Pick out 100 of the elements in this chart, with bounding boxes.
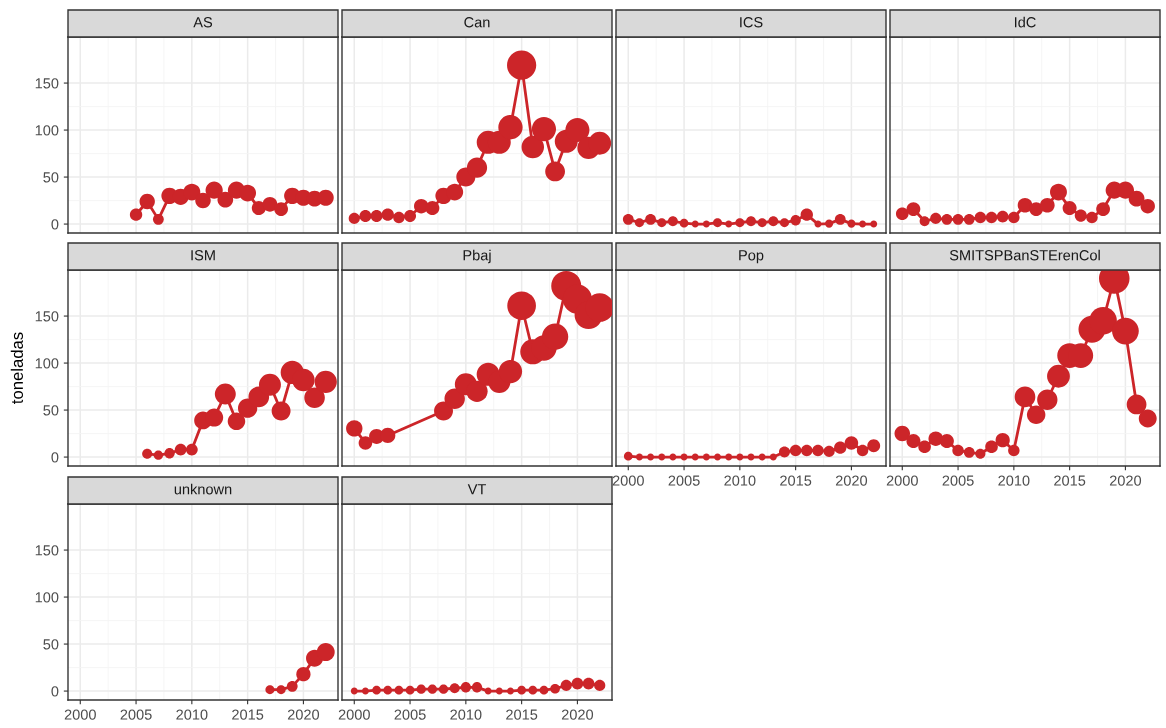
- y-tick-label: 0: [51, 686, 59, 697]
- point: [416, 684, 426, 694]
- point: [460, 682, 472, 693]
- point: [634, 218, 644, 228]
- point: [139, 193, 155, 210]
- chart-title: unknown: [174, 483, 232, 495]
- point: [974, 211, 987, 224]
- x-tick-label: 2015: [506, 709, 538, 720]
- point: [790, 215, 801, 226]
- point: [1096, 202, 1110, 216]
- x-tick-label: 2020: [835, 475, 868, 486]
- point: [725, 220, 733, 228]
- point: [779, 218, 789, 228]
- point: [286, 680, 298, 692]
- point: [1062, 201, 1077, 216]
- y-axis-title: toneladas: [10, 332, 24, 404]
- point: [757, 218, 767, 228]
- point: [657, 218, 667, 228]
- point: [895, 207, 909, 221]
- point: [930, 212, 942, 224]
- point: [239, 184, 257, 202]
- y-tick-label: 100: [35, 125, 59, 136]
- y-tick-label: 50: [43, 172, 59, 183]
- chart-title: Can: [464, 17, 490, 28]
- point: [647, 453, 655, 461]
- y-tick-label: 50: [43, 639, 59, 650]
- point: [622, 213, 634, 225]
- point: [1086, 211, 1098, 224]
- point: [372, 685, 381, 695]
- point: [679, 218, 689, 228]
- point: [985, 211, 998, 224]
- point: [941, 213, 953, 225]
- point: [183, 183, 201, 201]
- x-tick-label: 2010: [176, 709, 208, 720]
- point: [495, 687, 503, 695]
- point: [952, 213, 964, 225]
- point: [1140, 199, 1155, 214]
- chart-title: VT: [467, 484, 486, 495]
- x-tick-label: 2020: [561, 709, 594, 720]
- point: [361, 687, 369, 695]
- point: [427, 684, 438, 694]
- point: [1029, 202, 1044, 216]
- point: [466, 157, 488, 178]
- point: [735, 218, 745, 228]
- point: [1074, 209, 1087, 222]
- x-tick-label: 2005: [668, 475, 700, 486]
- point: [1026, 405, 1046, 424]
- point: [195, 192, 211, 209]
- x-tick-label: 2000: [64, 709, 96, 720]
- y-tick-label: 0: [51, 452, 59, 463]
- point: [1008, 211, 1020, 224]
- x-tick-label: 2015: [780, 475, 812, 486]
- point: [1138, 409, 1157, 428]
- x-tick-label: 2015: [232, 709, 264, 720]
- x-tick-label: 2000: [338, 709, 370, 720]
- y-tick-label: 50: [43, 405, 59, 416]
- point: [859, 220, 867, 228]
- point: [1017, 197, 1033, 213]
- point: [769, 453, 777, 461]
- point: [746, 216, 756, 227]
- x-tick-label: 2005: [394, 709, 426, 720]
- point: [758, 453, 766, 461]
- point: [623, 451, 633, 461]
- point: [594, 679, 606, 691]
- chart-title: Pbaj: [463, 249, 491, 264]
- point: [847, 219, 856, 228]
- point: [271, 401, 291, 421]
- point: [449, 683, 460, 694]
- point: [383, 685, 393, 695]
- point: [906, 202, 921, 216]
- point: [350, 687, 358, 695]
- point: [446, 183, 464, 201]
- point: [834, 213, 846, 225]
- point: [550, 683, 560, 694]
- x-tick-label: 2005: [120, 709, 152, 720]
- point: [996, 210, 1009, 223]
- x-tick-label: 2005: [942, 475, 974, 486]
- point: [725, 453, 733, 461]
- point: [870, 220, 878, 228]
- point: [296, 667, 311, 682]
- x-tick-label: 2000: [612, 475, 644, 486]
- point: [702, 220, 710, 228]
- chart-title: ISM: [191, 250, 215, 261]
- point: [471, 682, 483, 693]
- point: [635, 453, 643, 461]
- y-tick-label: 150: [35, 311, 59, 322]
- point: [498, 359, 523, 384]
- point: [217, 191, 234, 208]
- point: [702, 453, 710, 461]
- y-tick-label: 150: [35, 78, 59, 89]
- point: [894, 425, 911, 442]
- point: [205, 181, 223, 199]
- point: [205, 408, 224, 427]
- point: [438, 684, 449, 694]
- point: [645, 213, 656, 225]
- point: [394, 685, 404, 695]
- y-tick-label: 100: [35, 358, 59, 369]
- y-tick-label: 150: [35, 545, 59, 556]
- x-tick-label: 2020: [1109, 475, 1142, 486]
- point: [227, 412, 246, 431]
